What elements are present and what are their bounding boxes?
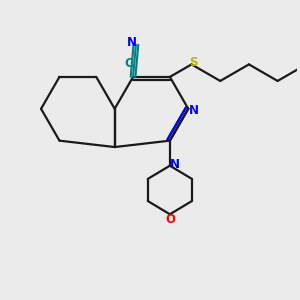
- Text: N: N: [189, 104, 199, 117]
- Text: C: C: [124, 57, 133, 70]
- Text: S: S: [189, 56, 197, 69]
- Text: N: N: [170, 158, 180, 171]
- Text: N: N: [128, 36, 137, 49]
- Text: O: O: [165, 213, 175, 226]
